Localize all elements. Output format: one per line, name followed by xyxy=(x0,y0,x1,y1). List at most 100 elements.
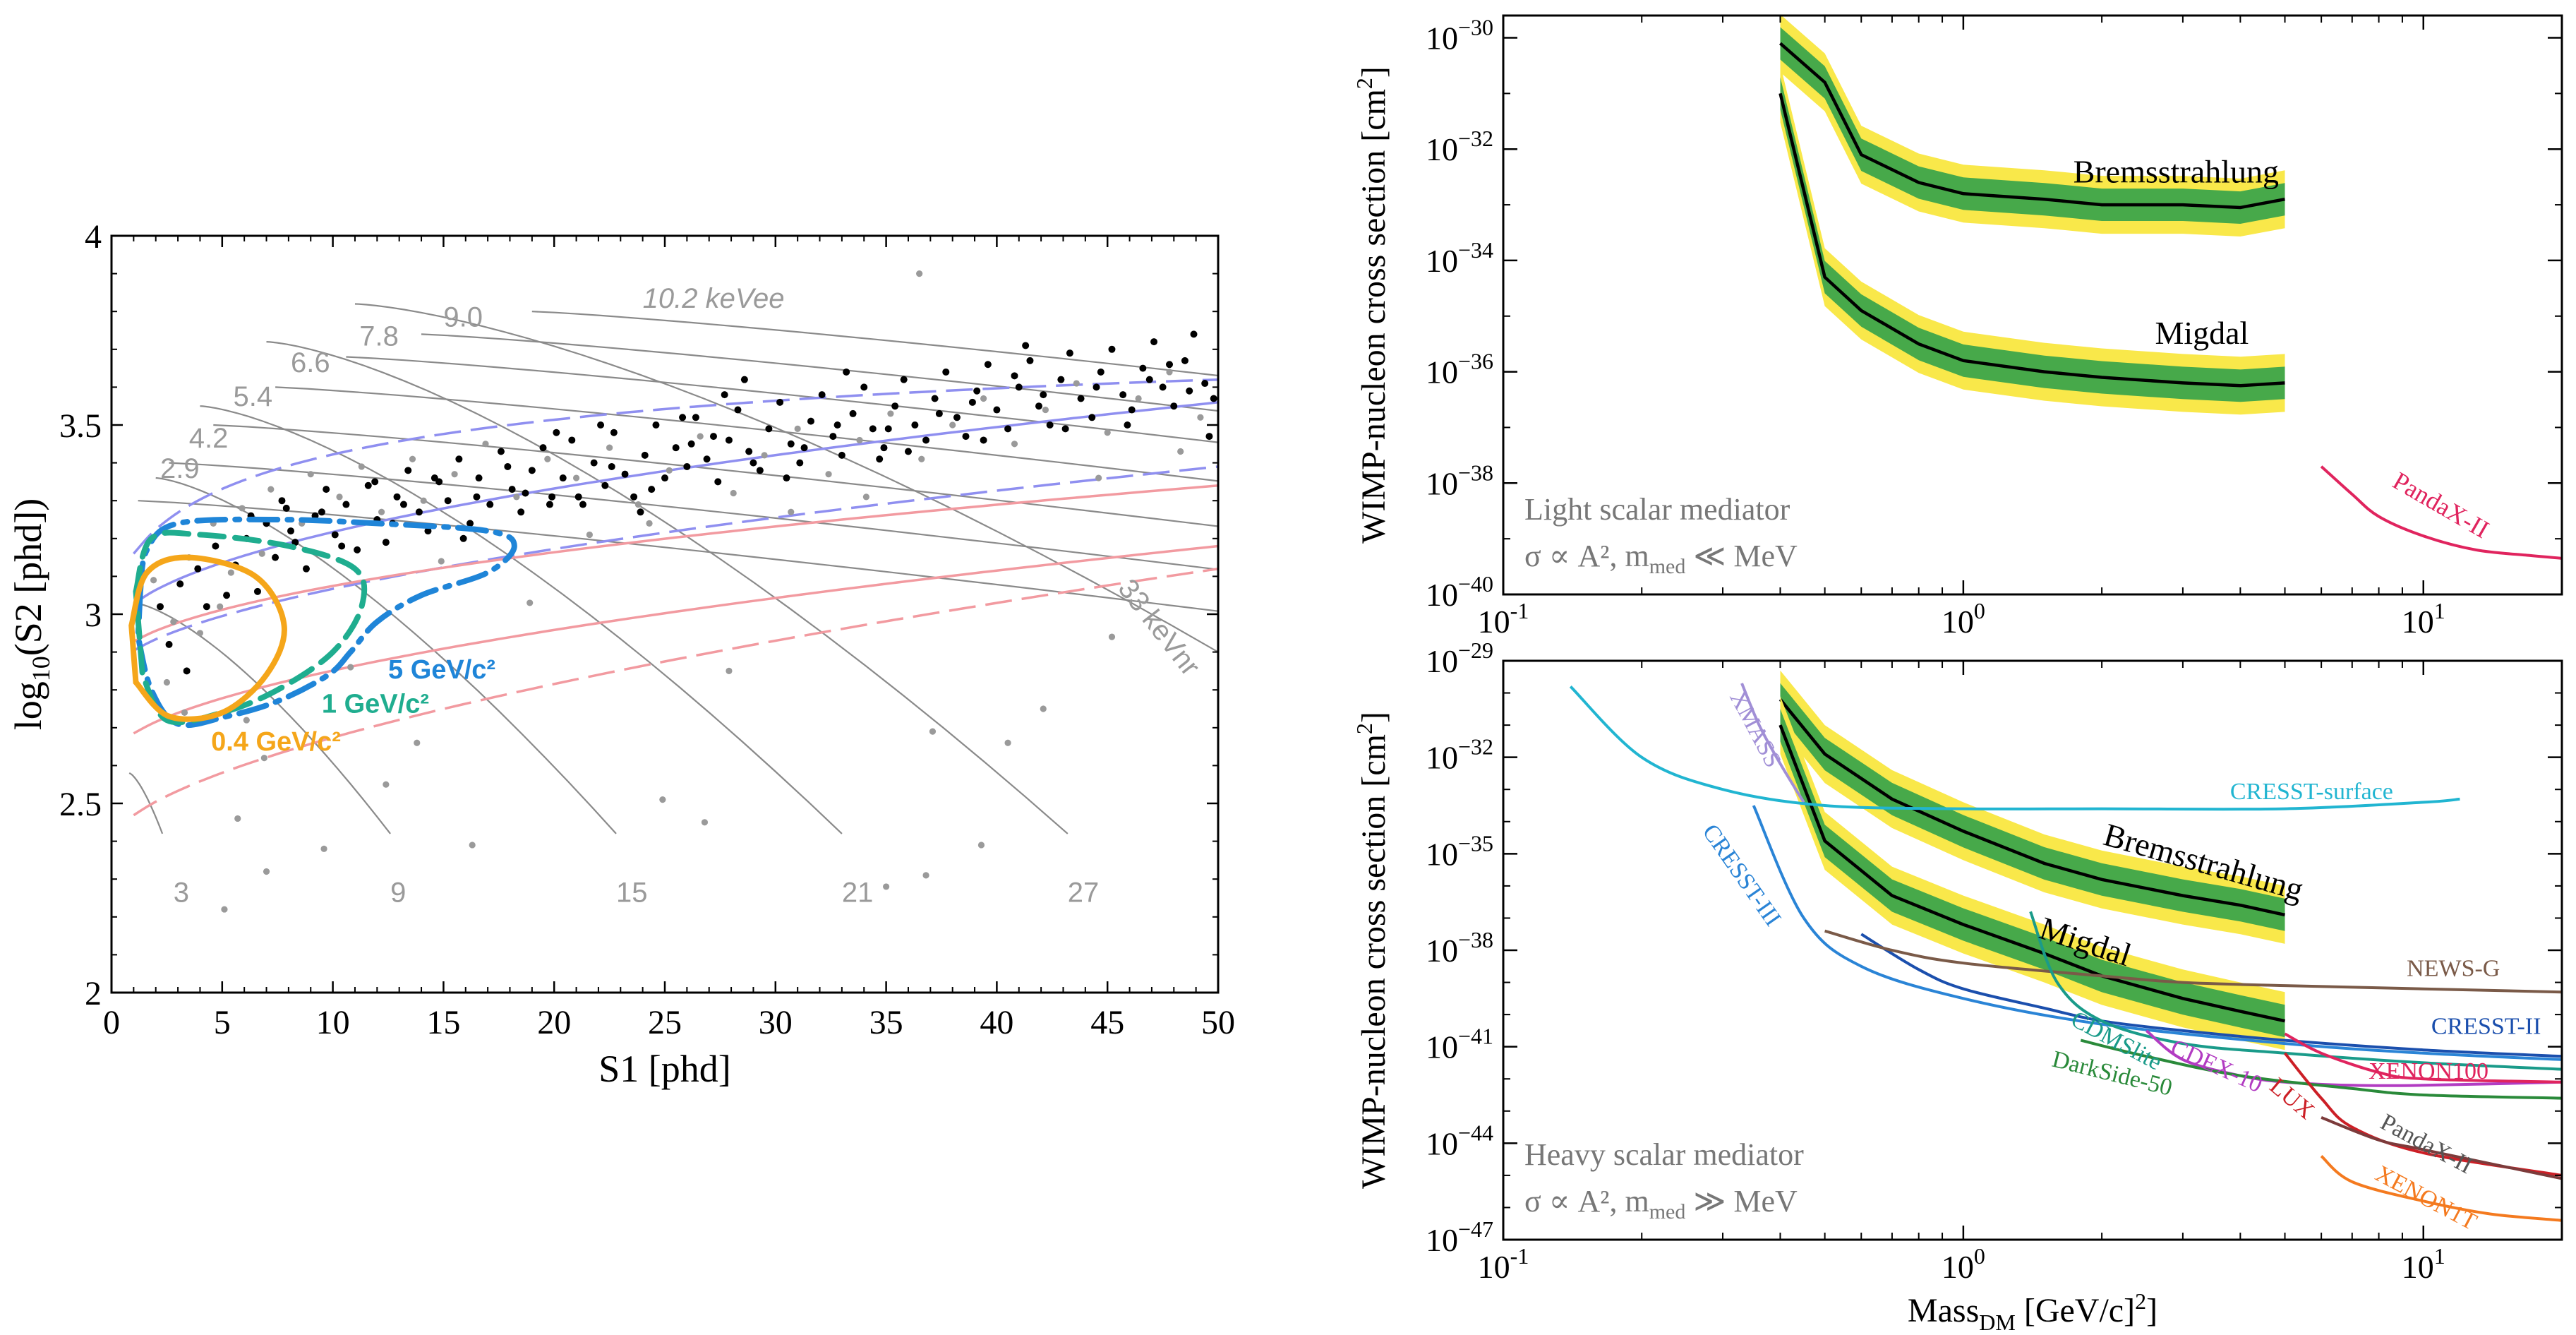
x-tick-label: 40 xyxy=(980,1004,1013,1041)
black-point xyxy=(849,409,857,417)
mediator-annotation: Heavy scalar mediator xyxy=(1524,1137,1804,1172)
y-axis-label-main: WIMP-nucleon cross section [cm xyxy=(1355,734,1392,1189)
grey-point xyxy=(1108,633,1116,640)
y-tick-base: 10 xyxy=(1426,1029,1458,1065)
grey-point xyxy=(544,455,551,462)
grey-point xyxy=(659,796,666,803)
black-point xyxy=(393,493,401,501)
annotation-part: ≪ MeV xyxy=(1685,539,1798,573)
black-point xyxy=(272,553,279,561)
contour-0-4-gev xyxy=(128,554,287,722)
pandax-ii-curve xyxy=(2321,1116,2562,1180)
y-tick-label: 10−34 xyxy=(1426,237,1493,279)
y-axis-label-sub: 10 xyxy=(27,656,55,681)
black-point xyxy=(683,462,691,470)
black-point xyxy=(787,440,795,448)
black-point xyxy=(223,592,231,599)
black-point xyxy=(302,565,310,573)
y-tick-label: 2 xyxy=(85,975,102,1012)
y-tick-base: 10 xyxy=(1426,836,1458,872)
er-band-upper xyxy=(133,378,1218,555)
black-point xyxy=(1205,433,1213,441)
black-point xyxy=(1166,361,1174,369)
y-tick-base: 10 xyxy=(1426,1222,1458,1258)
wimp-mass-label: 0.4 GeV/c² xyxy=(211,727,341,757)
black-point xyxy=(672,444,680,452)
plot-area xyxy=(1569,670,2562,1222)
grey-point xyxy=(949,421,956,429)
black-point xyxy=(579,501,586,508)
black-point xyxy=(1066,349,1073,357)
x-tick-label: 5 xyxy=(214,1004,231,1041)
x-tick-base: 10 xyxy=(2402,1249,2434,1285)
black-point xyxy=(800,444,808,452)
x-tick-label: 50 xyxy=(1201,1004,1235,1041)
x-tick-label: 20 xyxy=(537,1004,571,1041)
black-point xyxy=(1150,338,1158,346)
black-point xyxy=(953,414,961,421)
grey-point xyxy=(1104,429,1111,436)
x-tick-exp: 0 xyxy=(1974,1243,1985,1269)
grey-point xyxy=(646,520,653,527)
black-point xyxy=(661,474,668,482)
black-point xyxy=(1108,345,1116,353)
black-point xyxy=(968,398,976,406)
grey-point xyxy=(572,474,580,481)
black-point xyxy=(1128,406,1136,414)
black-point xyxy=(734,406,742,414)
grey-point xyxy=(260,755,267,762)
y-tick-label: 10−32 xyxy=(1426,734,1493,776)
black-point xyxy=(590,459,598,467)
y-tick-exp: −41 xyxy=(1458,1024,1493,1049)
x-tick-exp: -1 xyxy=(1510,1243,1529,1269)
y-tick-label: 10−38 xyxy=(1426,927,1493,969)
black-point xyxy=(714,478,722,486)
x-tick-label: 15 xyxy=(426,1004,460,1041)
black-point xyxy=(253,587,261,595)
x-tick-label: 0 xyxy=(103,1004,120,1041)
y-axis-label-base: log xyxy=(7,681,49,730)
black-point xyxy=(745,448,753,455)
grey-point xyxy=(726,667,733,675)
kevee-contour-4-2 xyxy=(169,462,1218,570)
xenon100-curve xyxy=(2284,1032,2562,1084)
y-tick-base: 10 xyxy=(1426,933,1458,969)
black-point xyxy=(522,489,529,497)
y-tick-exp: −32 xyxy=(1458,734,1493,760)
pandax-ii-curve xyxy=(2320,465,2562,560)
series-label-cdex-10: CDEX-10 xyxy=(2167,1034,2266,1098)
black-point xyxy=(838,451,845,459)
y-axis-label-close: ] xyxy=(1355,712,1392,723)
annotation-part: σ ∝ A², m xyxy=(1524,539,1649,573)
y-tick-label: 2.5 xyxy=(59,786,102,823)
grey-point xyxy=(1197,414,1204,421)
black-point xyxy=(652,421,660,429)
bremsstrahlung-1sigma-band xyxy=(1780,27,2285,224)
x-tick-base: 10 xyxy=(1942,604,1974,640)
bottom-right-limit-plot: 10-1 100 10110−2910−3210−3510−3810−4110−44… xyxy=(1352,637,2563,1335)
x-tick-label: 10-1 xyxy=(1478,598,1529,640)
black-point xyxy=(904,448,912,455)
grey-point xyxy=(336,493,343,501)
black-point xyxy=(621,470,629,478)
black-point xyxy=(1093,383,1100,391)
black-point xyxy=(1119,391,1127,399)
grey-point xyxy=(730,489,737,497)
kevee-label: 10.2 keVee xyxy=(643,283,785,314)
black-point xyxy=(203,603,210,611)
black-point xyxy=(931,395,939,402)
kevnr-label: 3 xyxy=(174,877,189,908)
grey-point xyxy=(1042,406,1049,414)
y-tick-label: 3 xyxy=(85,597,102,634)
plot-frame xyxy=(1502,14,2563,596)
black-point xyxy=(1015,383,1023,391)
bremsstrahlung-limit-line xyxy=(1779,42,2285,210)
y-axis-label-main: WIMP-nucleon cross section [cm xyxy=(1355,89,1392,544)
x-axis-label: S1 [phd] xyxy=(598,1048,731,1090)
black-point xyxy=(597,421,605,429)
kevee-label: 6.6 xyxy=(291,347,330,378)
black-point xyxy=(1040,391,1047,399)
x-axis-label: MassDM [GeV/c]2] xyxy=(1908,1288,2157,1331)
x-tick-label: 45 xyxy=(1090,1004,1124,1041)
series-label-migdal: Migdal xyxy=(2155,315,2249,351)
